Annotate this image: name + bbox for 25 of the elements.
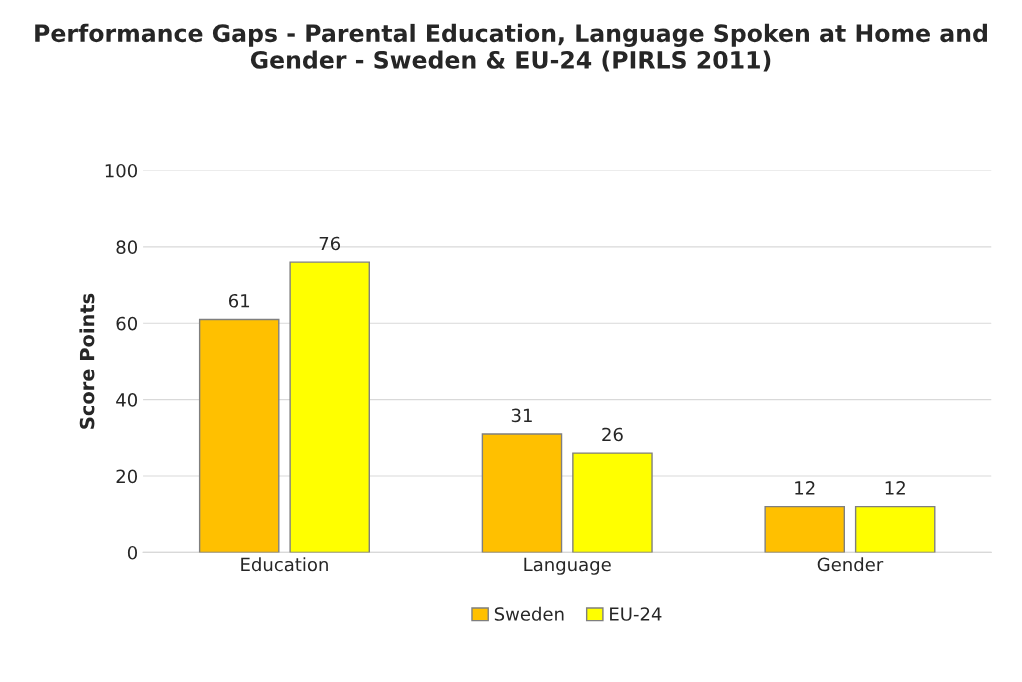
x-tick-label: Language: [524, 557, 611, 575]
bar: [198, 318, 280, 553]
bar: [289, 261, 370, 553]
x-tick-label: Gender: [817, 557, 884, 572]
legend-label: EU-24: [610, 607, 662, 621]
legend-label: Sweden: [494, 606, 564, 621]
y-tick-label: 100: [105, 163, 138, 178]
data-label: 12: [795, 481, 815, 495]
y-tick-label: 20: [116, 469, 138, 484]
chart-title: Performance Gaps - Parental Education, Language Spoken at Home and Gender - Sweden & EU-24 (PIRLS 2011): [35, 23, 987, 72]
bar: [481, 433, 563, 553]
y-tick-label: 40: [116, 393, 138, 407]
data-label: 61: [228, 293, 250, 308]
bar: [764, 505, 846, 553]
bar: [572, 452, 653, 553]
data-label: 26: [602, 427, 623, 442]
y-tick-label: 0: [127, 545, 138, 560]
y-tick-label: 80: [116, 240, 138, 254]
y-tick-label: 60: [116, 316, 138, 331]
bar: [854, 505, 936, 553]
y-axis-title: Score Points: [79, 293, 95, 429]
data-label: 31: [511, 408, 532, 423]
x-tick-label: Education: [241, 557, 328, 572]
data-label: 76: [319, 236, 341, 251]
data-label: 12: [885, 481, 905, 495]
